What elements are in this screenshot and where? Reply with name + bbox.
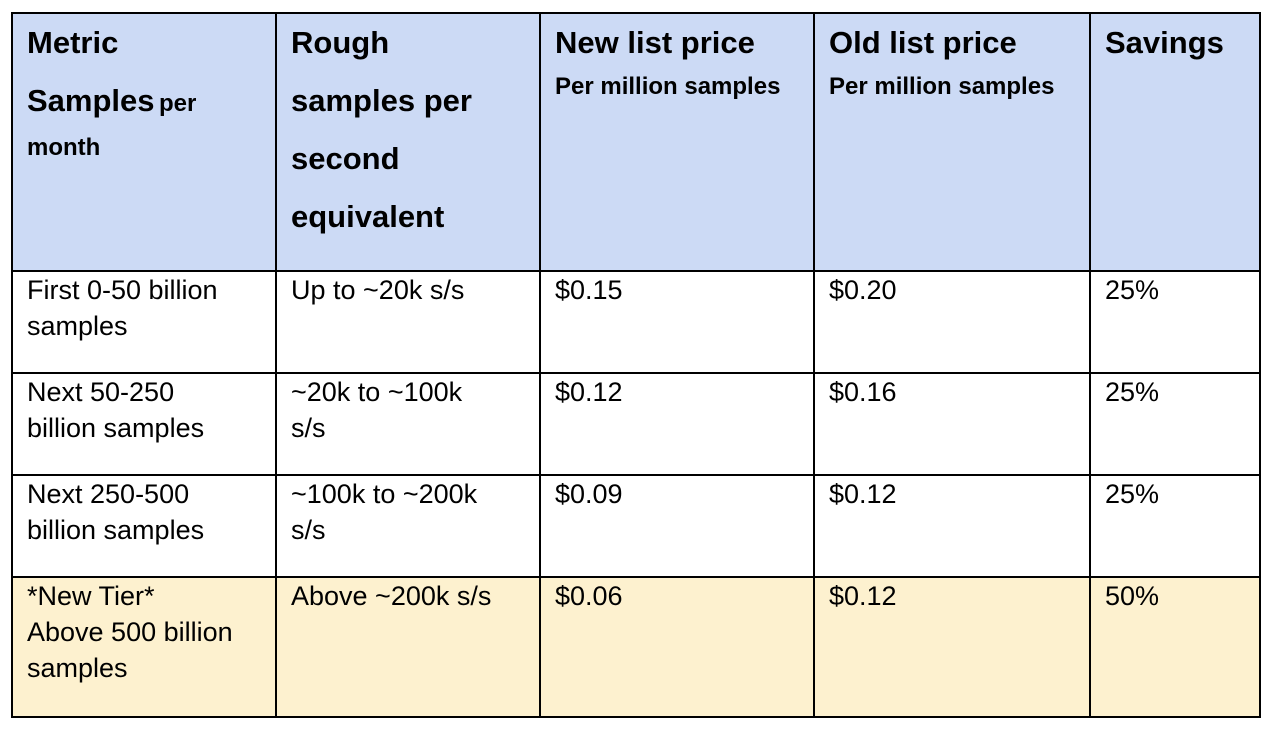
header-new-price-title: New list price <box>555 25 755 60</box>
tier-line: *New Tier* <box>27 581 155 611</box>
header-savings: Savings <box>1089 12 1261 272</box>
rate-line: Above ~200k s/s <box>291 581 492 611</box>
header-per-label: per <box>158 90 197 117</box>
savings-cell: 25% <box>1089 270 1261 374</box>
rate-line: s/s <box>291 413 326 443</box>
tier-line: Next 50-250 <box>27 377 175 407</box>
header-rough-samples: Rough samples per second equivalent <box>275 12 541 272</box>
rate-line: s/s <box>291 515 326 545</box>
tier-line: billion samples <box>27 515 205 545</box>
tier-line: Above 500 billion <box>27 617 233 647</box>
rate-line: ~20k to ~100k <box>291 377 463 407</box>
table-row: Next 250-500 billion samples ~100k to ~2… <box>11 474 1261 578</box>
old-price-cell: $0.16 <box>813 372 1091 476</box>
tier-cell: *New Tier* Above 500 billion samples <box>11 576 277 718</box>
header-rough-line4: equivalent <box>291 199 445 234</box>
rate-line: ~100k to ~200k <box>291 479 478 509</box>
table-row: Next 50-250 billion samples ~20k to ~100… <box>11 372 1261 476</box>
old-price-cell: $0.12 <box>813 474 1091 578</box>
new-price-cell: $0.15 <box>539 270 815 374</box>
rate-cell: ~20k to ~100k s/s <box>275 372 541 476</box>
tier-line: samples <box>27 653 128 683</box>
pricing-table: Metric Samples per month Rough samples p… <box>11 12 1261 718</box>
tier-line: First 0-50 billion <box>27 275 218 305</box>
rate-line: Up to ~20k s/s <box>291 275 465 305</box>
tier-cell: First 0-50 billion samples <box>11 270 277 374</box>
table-row-new-tier: *New Tier* Above 500 billion samples Abo… <box>11 576 1261 718</box>
tier-line: billion samples <box>27 413 205 443</box>
tier-cell: Next 50-250 billion samples <box>11 372 277 476</box>
header-month-label: month <box>27 134 101 161</box>
tier-cell: Next 250-500 billion samples <box>11 474 277 578</box>
new-price-cell: $0.06 <box>539 576 815 718</box>
header-old-price-title: Old list price <box>829 25 1017 60</box>
savings-cell: 25% <box>1089 474 1261 578</box>
header-metric-label: Metric <box>27 25 119 60</box>
header-savings-title: Savings <box>1105 25 1224 60</box>
new-price-cell: $0.12 <box>539 372 815 476</box>
table-row: First 0-50 billion samples Up to ~20k s/… <box>11 270 1261 374</box>
new-price-cell: $0.09 <box>539 474 815 578</box>
old-price-cell: $0.20 <box>813 270 1091 374</box>
savings-cell: 25% <box>1089 372 1261 476</box>
rate-cell: Above ~200k s/s <box>275 576 541 718</box>
old-price-cell: $0.12 <box>813 576 1091 718</box>
header-new-price-subtitle: Per million samples <box>555 73 781 100</box>
header-rough-line1: Rough <box>291 25 390 60</box>
header-metric-samples: Metric Samples per month <box>11 12 277 272</box>
table-header: Metric Samples per month Rough samples p… <box>11 12 1261 272</box>
header-rough-line2: samples per <box>291 83 472 118</box>
header-old-price: Old list price Per million samples <box>813 12 1091 272</box>
header-row: Metric Samples per month Rough samples p… <box>11 12 1261 272</box>
tier-line: Next 250-500 <box>27 479 190 509</box>
header-new-price: New list price Per million samples <box>539 12 815 272</box>
rate-cell: ~100k to ~200k s/s <box>275 474 541 578</box>
tier-line: samples <box>27 311 128 341</box>
header-samples-label: Samples <box>27 83 155 118</box>
header-rough-line3: second <box>291 141 400 176</box>
rate-cell: Up to ~20k s/s <box>275 270 541 374</box>
table-body: First 0-50 billion samples Up to ~20k s/… <box>11 270 1261 718</box>
header-old-price-subtitle: Per million samples <box>829 73 1055 100</box>
savings-cell: 50% <box>1089 576 1261 718</box>
